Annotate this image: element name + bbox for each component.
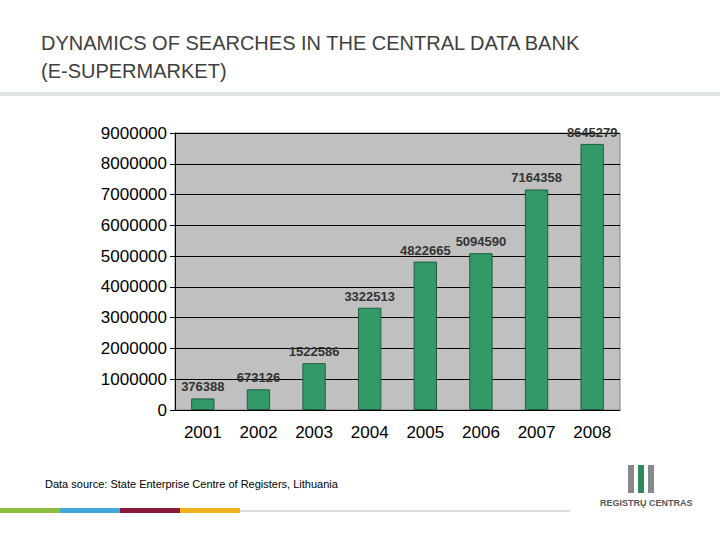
svg-text:7164358: 7164358 — [511, 170, 562, 185]
svg-text:Data source: State Enterprise: Data source: State Enterprise Centre of … — [45, 478, 339, 490]
svg-text:4000000: 4000000 — [101, 277, 167, 296]
svg-text:2002: 2002 — [240, 423, 278, 442]
svg-text:8645279: 8645279 — [567, 125, 618, 140]
svg-text:2004: 2004 — [351, 423, 389, 442]
svg-text:REGISTRŲ CENTRAS: REGISTRŲ CENTRAS — [600, 498, 693, 508]
svg-text:4822665: 4822665 — [400, 243, 451, 258]
svg-text:376388: 376388 — [181, 379, 224, 394]
svg-text:DYNAMICS OF SEARCHES IN THE CE: DYNAMICS OF SEARCHES IN THE CENTRAL DATA… — [41, 32, 585, 54]
svg-text:2006: 2006 — [462, 423, 500, 442]
svg-text:0: 0 — [158, 401, 167, 420]
svg-text:2008: 2008 — [573, 423, 611, 442]
svg-text:5094590: 5094590 — [456, 234, 507, 249]
svg-text:2005: 2005 — [406, 423, 444, 442]
svg-text:1522586: 1522586 — [289, 344, 340, 359]
svg-text:9000000: 9000000 — [101, 124, 167, 143]
svg-text:5000000: 5000000 — [101, 247, 167, 266]
svg-text:(E-SUPERMARKET): (E-SUPERMARKET) — [41, 60, 227, 82]
svg-text:6000000: 6000000 — [101, 216, 167, 235]
svg-text:2001: 2001 — [184, 423, 222, 442]
svg-text:2003: 2003 — [295, 423, 333, 442]
svg-text:8000000: 8000000 — [101, 154, 167, 173]
svg-text:1000000: 1000000 — [101, 370, 167, 389]
svg-text:7000000: 7000000 — [101, 185, 167, 204]
svg-text:2007: 2007 — [518, 423, 556, 442]
svg-text:3322513: 3322513 — [344, 289, 395, 304]
svg-text:673126: 673126 — [237, 370, 280, 385]
svg-text:3000000: 3000000 — [101, 308, 167, 327]
svg-text:2000000: 2000000 — [101, 339, 167, 358]
